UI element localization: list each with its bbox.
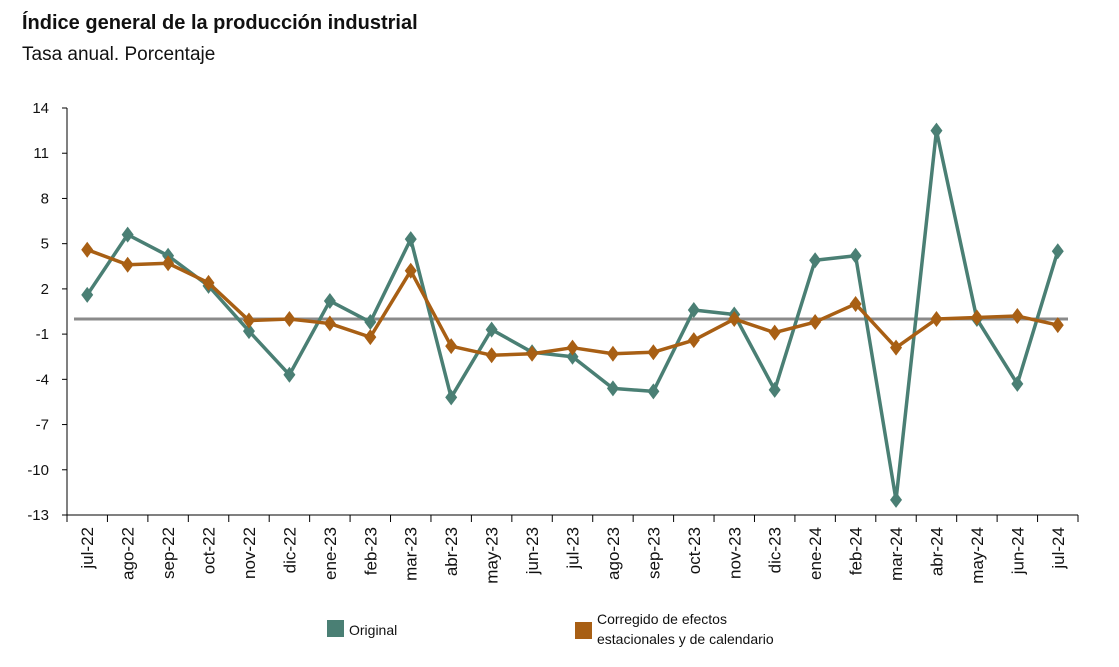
data-point-original — [809, 252, 822, 269]
data-point-original — [1051, 243, 1064, 260]
y-tick-label: 11 — [33, 145, 49, 162]
x-tick-label: sep-22 — [159, 527, 178, 579]
data-point-original — [687, 301, 700, 318]
x-tick-label: jun-24 — [1008, 527, 1027, 575]
data-point-corregido — [526, 345, 539, 362]
legend-swatch-original — [327, 620, 344, 637]
legend-label-original: Original — [349, 622, 398, 638]
x-tick-label: feb-23 — [361, 527, 380, 575]
data-point-corregido — [970, 309, 983, 326]
x-tick-label: may-23 — [483, 527, 502, 584]
x-tick-label: mar-23 — [402, 527, 421, 581]
data-point-corregido — [404, 262, 417, 279]
data-point-original — [485, 321, 498, 338]
x-tick-label: feb-24 — [847, 527, 866, 575]
x-tick-label: oct-23 — [685, 527, 704, 574]
x-tick-label: jul-24 — [1049, 527, 1068, 570]
data-point-original — [1011, 375, 1024, 392]
x-tick-label: abr-23 — [442, 527, 461, 576]
data-point-original — [404, 231, 417, 248]
legend-label-corregido: Corregido de efectos estacionales y de c… — [597, 609, 774, 649]
x-tick-label: ene-24 — [806, 527, 825, 580]
data-point-corregido — [81, 241, 94, 258]
data-point-original — [283, 366, 296, 383]
data-point-corregido — [485, 347, 498, 364]
data-point-corregido — [121, 256, 134, 273]
x-tick-label: sep-23 — [644, 527, 663, 579]
x-tick-label: ago-22 — [119, 527, 138, 580]
data-point-corregido — [364, 329, 377, 346]
data-point-original — [647, 383, 660, 400]
data-point-corregido — [606, 345, 619, 362]
x-tick-label: may-24 — [968, 527, 987, 584]
legend-label-corregido-line2: estacionales y de calendario — [597, 631, 774, 647]
x-tick-label: jul-22 — [78, 527, 97, 570]
data-point-corregido — [809, 314, 822, 331]
y-tick-label: 2 — [41, 281, 49, 298]
legend-item-corregido: Corregido de efectos estacionales y de c… — [575, 609, 774, 649]
y-tick-label: -7 — [36, 417, 49, 434]
data-point-original — [566, 348, 579, 365]
data-point-original — [890, 491, 903, 508]
x-tick-label: dic-23 — [766, 527, 785, 573]
chart-subtitle: Tasa anual. Porcentaje — [22, 44, 216, 65]
data-point-corregido — [768, 324, 781, 341]
x-tick-label: jun-23 — [523, 527, 542, 575]
chart-series — [81, 122, 1064, 508]
data-point-original — [849, 247, 862, 264]
chart-title: Índice general de la producción industri… — [22, 12, 418, 34]
x-tick-label: ene-23 — [321, 527, 340, 580]
y-tick-label: -10 — [27, 462, 49, 479]
legend-label-corregido-line1: Corregido de efectos — [597, 611, 727, 627]
data-point-original — [606, 380, 619, 397]
data-point-corregido — [890, 339, 903, 356]
y-tick-label: -4 — [36, 371, 49, 388]
data-point-corregido — [1011, 308, 1024, 325]
data-point-corregido — [687, 332, 700, 349]
data-point-original — [445, 389, 458, 406]
data-point-corregido — [283, 311, 296, 328]
data-point-corregido — [930, 311, 943, 328]
data-point-corregido — [445, 338, 458, 355]
x-tick-label: ago-23 — [604, 527, 623, 580]
y-tick-label: -13 — [27, 507, 49, 524]
data-point-original — [930, 122, 943, 139]
series-line-original — [85, 128, 1060, 502]
data-point-original — [81, 286, 94, 303]
legend-item-original: Original — [327, 620, 397, 640]
data-point-original — [364, 314, 377, 331]
data-point-corregido — [242, 312, 255, 329]
chart-axes: 14 11 8 5 2 -1 -4 -7 -10 -13 jul-22 ago-22 sep-22 oct… — [27, 100, 1079, 584]
y-tick-label: 5 — [41, 236, 49, 253]
y-tick-label: 8 — [41, 190, 49, 207]
x-tick-label: nov-23 — [725, 527, 744, 579]
data-point-original — [121, 226, 134, 243]
legend-swatch-corregido — [575, 622, 592, 639]
x-tick-label: mar-24 — [887, 527, 906, 581]
x-tick-label: nov-22 — [240, 527, 259, 579]
data-point-corregido — [647, 344, 660, 361]
x-tick-label: dic-22 — [280, 527, 299, 573]
data-point-corregido — [323, 315, 336, 332]
data-point-corregido — [1051, 317, 1064, 334]
data-point-original — [323, 292, 336, 309]
x-tick-label: jul-23 — [564, 527, 583, 570]
x-tick-label: oct-22 — [200, 527, 219, 574]
y-tick-label: -1 — [36, 326, 49, 343]
y-tick-label: 14 — [32, 100, 49, 117]
data-point-original — [768, 381, 781, 398]
data-point-corregido — [162, 255, 175, 272]
data-point-corregido — [202, 274, 215, 291]
data-point-corregido — [849, 295, 862, 312]
x-tick-label: abr-24 — [927, 527, 946, 576]
data-point-corregido — [728, 311, 741, 328]
data-point-corregido — [566, 339, 579, 356]
data-point-original — [242, 323, 255, 340]
